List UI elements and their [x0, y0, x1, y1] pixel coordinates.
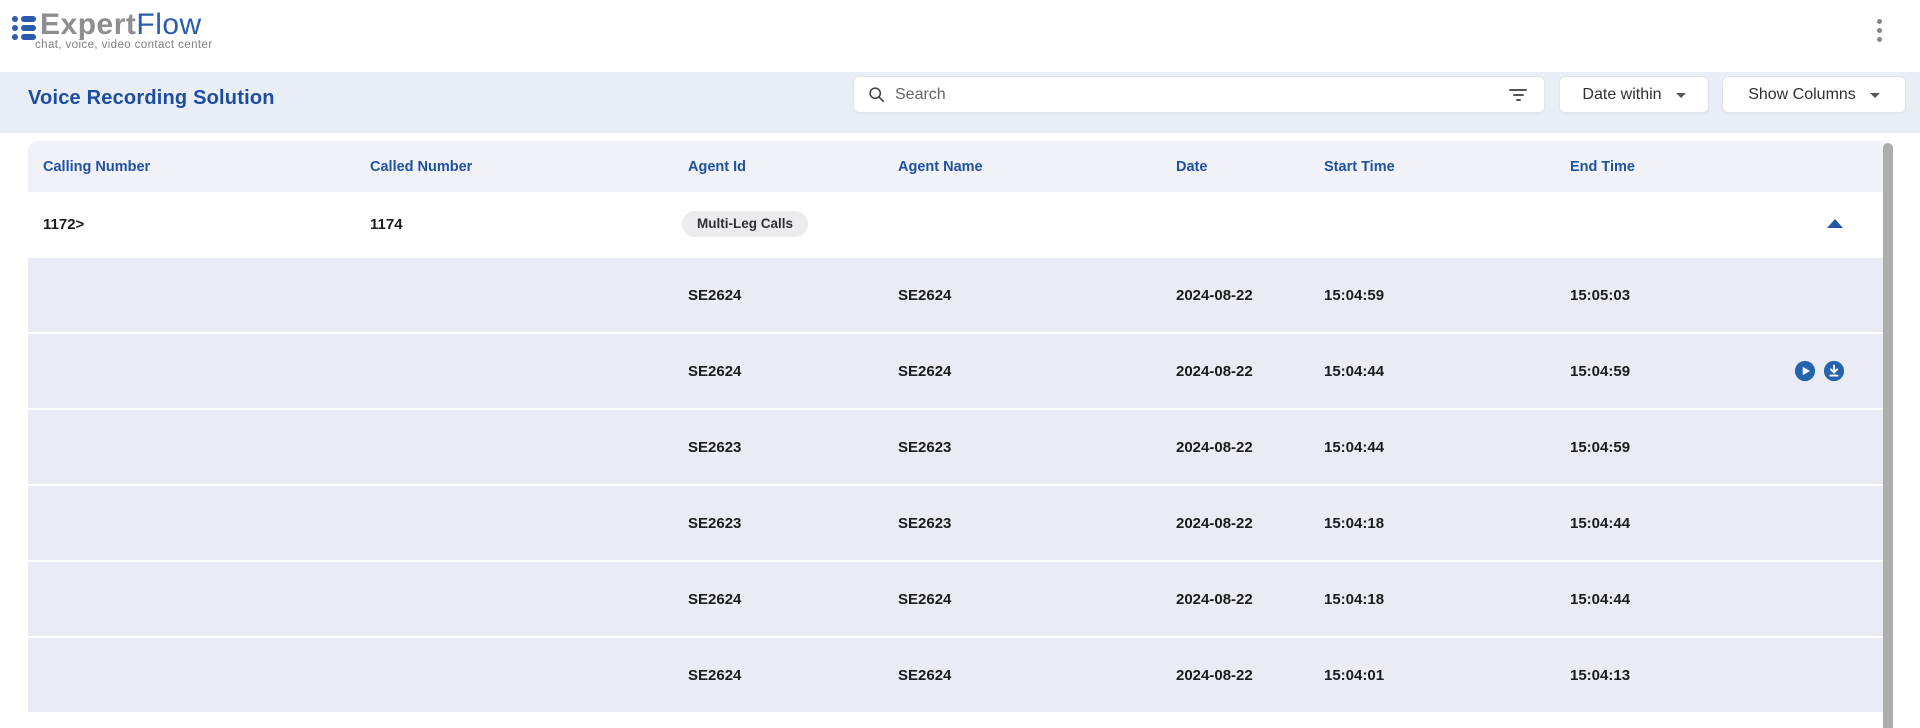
show-columns-label: Show Columns — [1748, 85, 1856, 103]
cell-agent-id: SE2623 — [688, 514, 742, 532]
expertflow-logo-icon — [12, 16, 36, 40]
cell-start-time: 15:04:01 — [1324, 666, 1385, 684]
search-box — [853, 76, 1545, 113]
play-button[interactable] — [1794, 360, 1816, 382]
table-row[interactable]: SE2623 SE2623 2024-08-22 15:04:18 15:04:… — [28, 484, 1893, 560]
multi-leg-calls-badge: Multi-Leg Calls — [682, 211, 809, 237]
cell-agent-name: SE2623 — [898, 438, 952, 456]
date-within-dropdown[interactable]: Date within — [1559, 76, 1709, 113]
group-called-number: 1174 — [370, 215, 403, 233]
cell-date: 2024-08-22 — [1176, 666, 1253, 684]
brand-name-flow: Flow — [136, 8, 202, 41]
cell-agent-name: SE2624 — [898, 286, 952, 304]
cell-end-time: 15:04:59 — [1570, 362, 1631, 380]
caret-down-icon — [1675, 93, 1686, 98]
search-icon — [869, 87, 885, 103]
cell-start-time: 15:04:18 — [1324, 590, 1385, 608]
cell-agent-id: SE2624 — [688, 666, 742, 684]
date-within-label: Date within — [1582, 85, 1662, 103]
group-calling-number: 1172> — [43, 215, 85, 233]
show-columns-dropdown[interactable]: Show Columns — [1722, 76, 1906, 113]
cell-end-time: 15:05:03 — [1570, 286, 1631, 304]
collapse-triangle-icon[interactable] — [1827, 219, 1843, 228]
vertical-scrollbar-thumb[interactable] — [1883, 143, 1893, 728]
brand-name-expert: Expert — [40, 8, 137, 41]
cell-agent-name: SE2624 — [898, 590, 952, 608]
column-header-called-number[interactable]: Called Number — [370, 158, 473, 175]
row-actions — [1794, 360, 1845, 382]
cell-date: 2024-08-22 — [1176, 438, 1253, 456]
cell-end-time: 15:04:13 — [1570, 666, 1631, 684]
cell-date: 2024-08-22 — [1176, 286, 1253, 304]
table-header-row: Calling Number Called Number Agent Id Ag… — [28, 141, 1893, 192]
column-header-agent-name[interactable]: Agent Name — [898, 158, 983, 175]
filter-list-icon[interactable] — [1506, 86, 1530, 104]
column-header-date[interactable]: Date — [1176, 158, 1208, 175]
kebab-menu-icon[interactable] — [1873, 15, 1886, 46]
column-header-start-time[interactable]: Start Time — [1324, 158, 1395, 175]
cell-agent-id: SE2624 — [688, 362, 742, 380]
cell-date: 2024-08-22 — [1176, 590, 1253, 608]
table-row[interactable]: SE2624 SE2624 2024-08-22 15:04:59 15:05:… — [28, 256, 1893, 332]
cell-date: 2024-08-22 — [1176, 514, 1253, 532]
brand-name: ExpertFlow — [40, 9, 202, 41]
brand-tagline: chat, voice, video contact center — [35, 39, 213, 51]
cell-end-time: 15:04:44 — [1570, 514, 1631, 532]
cell-agent-id: SE2624 — [688, 286, 742, 304]
cell-agent-name: SE2624 — [898, 666, 952, 684]
top-bar: ExpertFlow chat, voice, video contact ce… — [0, 0, 1920, 72]
cell-agent-name: SE2623 — [898, 514, 952, 532]
multi-leg-group-row[interactable]: 1172> 1174 Multi-Leg Calls — [28, 192, 1893, 256]
cell-start-time: 15:04:18 — [1324, 514, 1385, 532]
cell-start-time: 15:04:59 — [1324, 286, 1385, 304]
cell-start-time: 15:04:44 — [1324, 362, 1385, 380]
table-row[interactable]: SE2624 SE2624 2024-08-22 15:04:18 15:04:… — [28, 560, 1893, 636]
column-header-agent-id[interactable]: Agent Id — [688, 158, 746, 175]
caret-down-icon — [1869, 93, 1880, 98]
page-title: Voice Recording Solution — [28, 87, 275, 109]
cell-end-time: 15:04:59 — [1570, 438, 1631, 456]
cell-agent-id: SE2623 — [688, 438, 742, 456]
table-row[interactable]: SE2624 SE2624 2024-08-22 15:04:44 15:04:… — [28, 332, 1893, 408]
column-header-calling-number[interactable]: Calling Number — [43, 158, 151, 175]
column-header-end-time[interactable]: End Time — [1570, 158, 1635, 175]
download-button[interactable] — [1823, 360, 1845, 382]
table-body: SE2624 SE2624 2024-08-22 15:04:59 15:05:… — [28, 256, 1893, 712]
recordings-table: Calling Number Called Number Agent Id Ag… — [28, 141, 1893, 728]
table-row[interactable]: SE2623 SE2623 2024-08-22 15:04:44 15:04:… — [28, 408, 1893, 484]
cell-start-time: 15:04:44 — [1324, 438, 1385, 456]
search-input[interactable] — [895, 85, 1506, 104]
cell-date: 2024-08-22 — [1176, 362, 1253, 380]
cell-end-time: 15:04:44 — [1570, 590, 1631, 608]
cell-agent-name: SE2624 — [898, 362, 952, 380]
table-row[interactable]: SE2624 SE2624 2024-08-22 15:04:01 15:04:… — [28, 636, 1893, 712]
cell-agent-id: SE2624 — [688, 590, 742, 608]
expertflow-logo: ExpertFlow — [12, 9, 202, 41]
